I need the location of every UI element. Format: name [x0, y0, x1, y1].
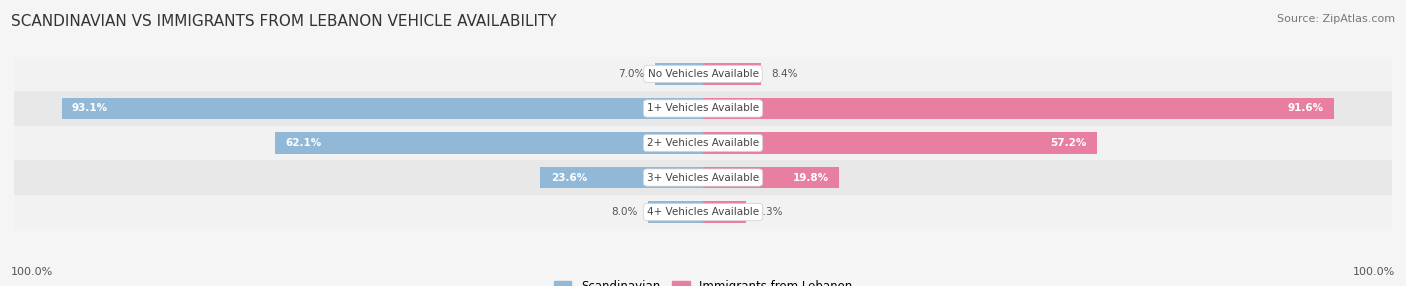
- Text: 62.1%: 62.1%: [285, 138, 322, 148]
- Text: 1+ Vehicles Available: 1+ Vehicles Available: [647, 104, 759, 114]
- Bar: [703, 201, 747, 223]
- Bar: [14, 195, 1392, 229]
- Text: 100.0%: 100.0%: [11, 267, 53, 277]
- Text: 2+ Vehicles Available: 2+ Vehicles Available: [647, 138, 759, 148]
- Bar: [648, 201, 703, 223]
- Bar: [655, 63, 703, 85]
- Bar: [703, 63, 761, 85]
- Text: Source: ZipAtlas.com: Source: ZipAtlas.com: [1277, 14, 1395, 24]
- Bar: [276, 132, 703, 154]
- Text: 8.4%: 8.4%: [772, 69, 797, 79]
- Text: 4+ Vehicles Available: 4+ Vehicles Available: [647, 207, 759, 217]
- Text: 23.6%: 23.6%: [551, 172, 586, 182]
- Legend: Scandinavian, Immigrants from Lebanon: Scandinavian, Immigrants from Lebanon: [548, 276, 858, 286]
- Text: 100.0%: 100.0%: [1353, 267, 1395, 277]
- Bar: [703, 167, 839, 188]
- Text: 6.3%: 6.3%: [756, 207, 783, 217]
- Text: 8.0%: 8.0%: [612, 207, 637, 217]
- Bar: [14, 126, 1392, 160]
- Bar: [14, 160, 1392, 195]
- Bar: [540, 167, 703, 188]
- Text: No Vehicles Available: No Vehicles Available: [648, 69, 758, 79]
- Text: SCANDINAVIAN VS IMMIGRANTS FROM LEBANON VEHICLE AVAILABILITY: SCANDINAVIAN VS IMMIGRANTS FROM LEBANON …: [11, 14, 557, 29]
- Text: 3+ Vehicles Available: 3+ Vehicles Available: [647, 172, 759, 182]
- Text: 91.6%: 91.6%: [1288, 104, 1323, 114]
- Text: 7.0%: 7.0%: [619, 69, 644, 79]
- Bar: [14, 57, 1392, 91]
- Text: 57.2%: 57.2%: [1050, 138, 1087, 148]
- Text: 93.1%: 93.1%: [72, 104, 108, 114]
- Bar: [703, 98, 1334, 119]
- Bar: [62, 98, 703, 119]
- Text: 19.8%: 19.8%: [793, 172, 830, 182]
- Bar: [703, 132, 1097, 154]
- Bar: [14, 91, 1392, 126]
